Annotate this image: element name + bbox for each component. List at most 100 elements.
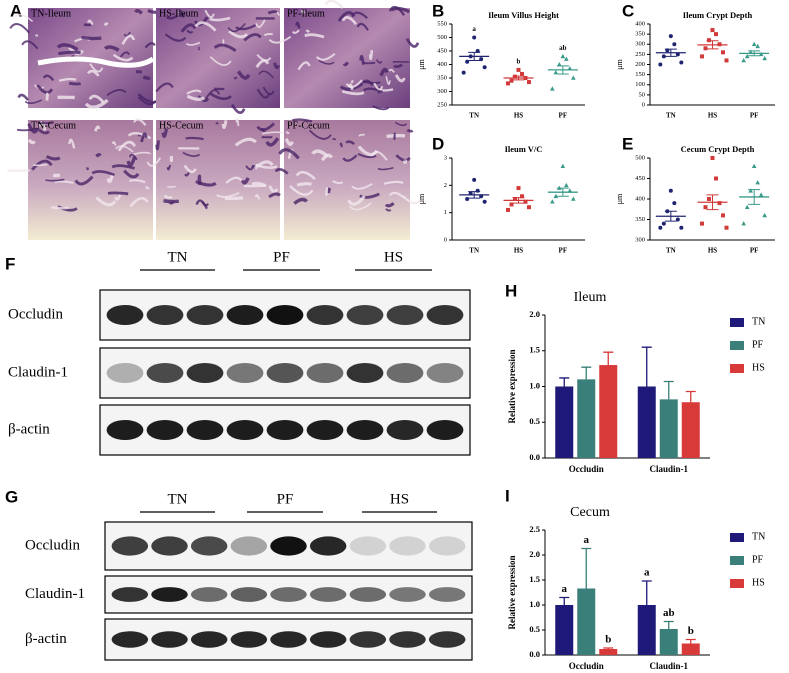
villus [278, 148, 300, 160]
chart-title: Ileum [574, 290, 607, 305]
y-tick-label: 150 [635, 71, 645, 78]
error-bar [664, 210, 677, 222]
blot-band [151, 631, 188, 648]
blot-band [349, 536, 387, 556]
data-point [461, 70, 466, 75]
villus [256, 88, 271, 99]
blot-band [386, 363, 424, 383]
data-point [668, 188, 673, 193]
panel-letter: A [10, 1, 22, 20]
data-point [710, 156, 715, 160]
y-tick-label: 250 [635, 51, 645, 58]
error-bar [556, 187, 569, 197]
villus [293, 197, 308, 205]
villus [235, 118, 240, 127]
villus [394, 121, 408, 127]
annotation: ab [663, 607, 675, 619]
panel-letter: D [432, 134, 444, 153]
histology-image: PF-Cecum [274, 118, 422, 240]
villus [385, 76, 391, 86]
error-bar [663, 380, 674, 400]
x-tick-label: PF [559, 112, 568, 120]
villus [45, 155, 61, 161]
villus [106, 89, 127, 96]
legend-label: PF [752, 554, 764, 565]
villus [123, 169, 140, 179]
data-point [707, 38, 711, 43]
y-tick-label: 350 [635, 216, 645, 223]
villus [121, 34, 136, 45]
histology-label: TN-Cecum [31, 120, 76, 131]
villus [233, 76, 238, 80]
blot-band [426, 305, 464, 325]
x-tick-label: PF [750, 247, 759, 255]
villus [178, 9, 186, 18]
blot-band [270, 587, 307, 602]
y-axis-label: μm [615, 193, 624, 204]
data-point [751, 163, 757, 168]
data-point [672, 42, 677, 47]
data-point [741, 221, 746, 226]
villus [45, 178, 65, 182]
y-tick-label: 2.0 [529, 549, 540, 559]
villus [17, 93, 30, 101]
blot-band [306, 420, 344, 440]
villus [243, 33, 262, 42]
bar [599, 365, 618, 458]
y-axis-label: μm [417, 193, 426, 204]
data-point [700, 54, 704, 59]
blot-band [106, 305, 144, 325]
villus [128, 179, 146, 184]
villus [163, 199, 180, 204]
data-point [506, 207, 510, 212]
data-point [513, 197, 517, 201]
villus [144, 42, 156, 49]
data-point [658, 62, 663, 67]
villus [256, 54, 272, 62]
villus [324, 0, 344, 9]
blot-band [151, 536, 188, 556]
annotation: a [562, 583, 568, 595]
blot-band [230, 631, 268, 648]
bar [577, 588, 596, 655]
y-tick-label: 350 [437, 74, 447, 81]
chart-title: Ileum V/C [505, 144, 543, 154]
villus [103, 45, 120, 52]
blot-band [270, 631, 307, 648]
legend-swatch [730, 364, 744, 373]
villus [332, 180, 344, 185]
blot-band [111, 536, 149, 556]
data-point [755, 43, 760, 49]
villus [234, 137, 257, 147]
villus [215, 122, 219, 125]
data-point [482, 65, 487, 70]
y-tick-label: 300 [635, 41, 645, 48]
villus [37, 128, 50, 135]
villus [168, 200, 175, 205]
data-point [714, 32, 718, 37]
data-point [527, 80, 531, 85]
villus [305, 29, 310, 34]
villus [235, 24, 257, 31]
group-label: TN [168, 249, 188, 265]
error-bar [512, 75, 525, 81]
group-label: HS [384, 249, 403, 265]
blot-band [151, 587, 188, 602]
villus [86, 19, 94, 26]
data-point [509, 78, 514, 83]
villus [94, 125, 101, 132]
villus [51, 206, 69, 210]
villus [264, 32, 274, 36]
data-point [658, 225, 663, 230]
row-label: Occludin [25, 537, 80, 553]
villus [393, 63, 403, 68]
error-bar [685, 638, 696, 644]
villus [103, 21, 109, 26]
villus [373, 82, 384, 91]
data-point [557, 62, 562, 67]
error-bar [706, 194, 719, 211]
histology-image: TN-Ileum [9, 8, 162, 109]
villus [163, 194, 173, 199]
villus [402, 195, 422, 205]
